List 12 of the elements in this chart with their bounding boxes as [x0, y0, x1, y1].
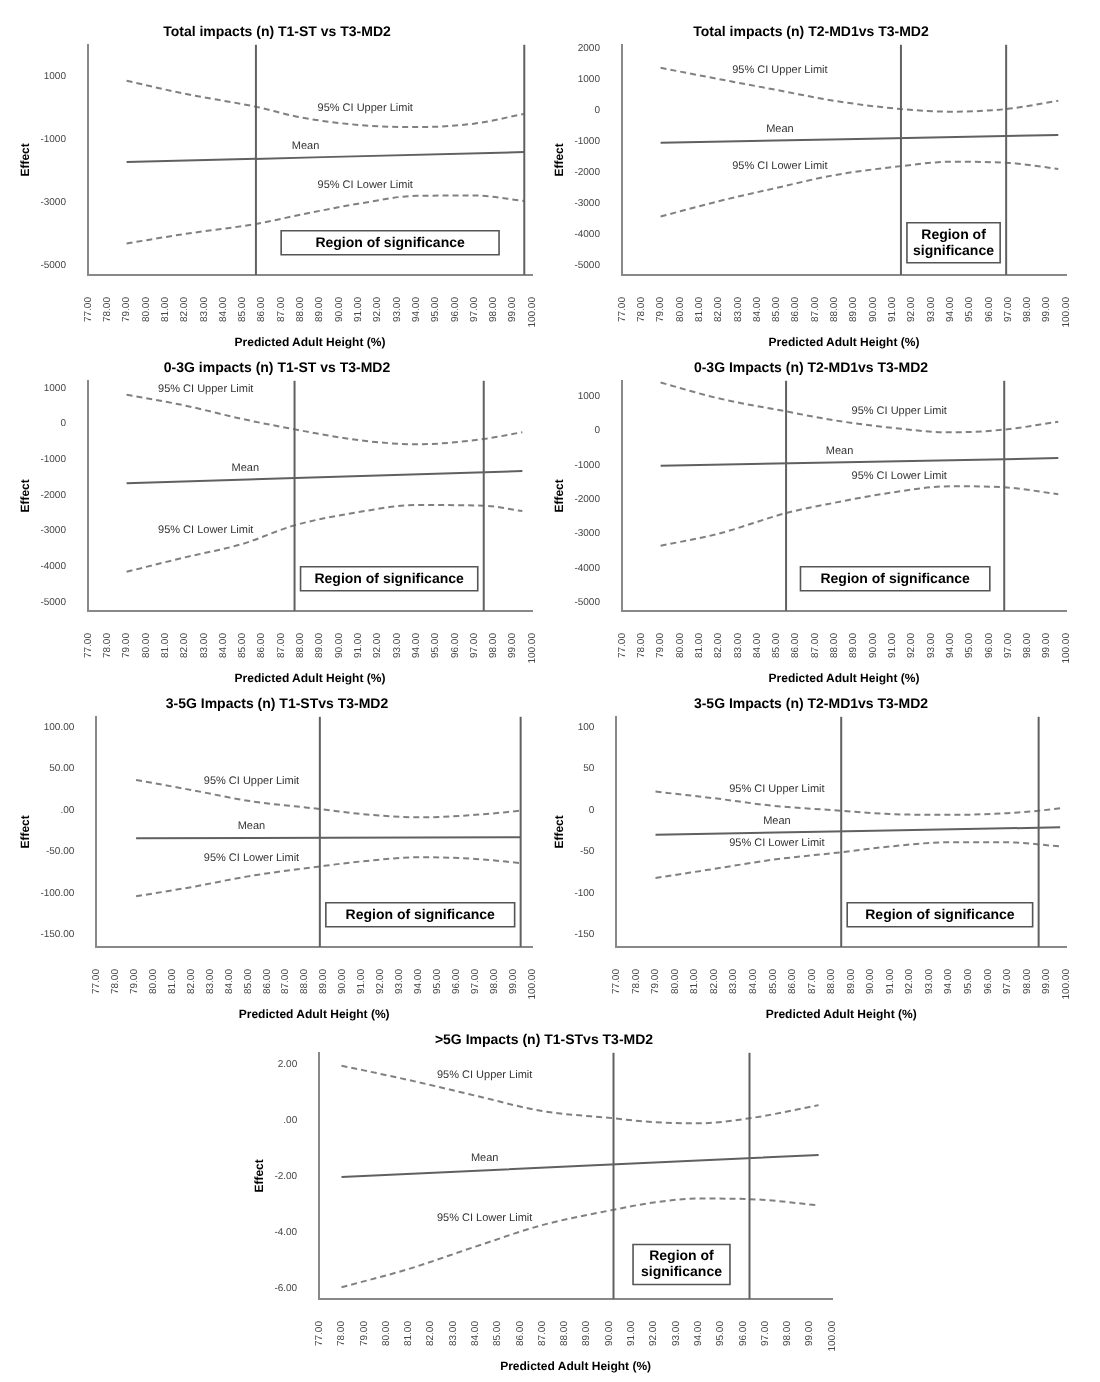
- line-series: [654, 841, 1062, 880]
- line-series: [125, 504, 524, 573]
- line-series: [659, 160, 1060, 218]
- line-series: [135, 778, 522, 819]
- line-series: [340, 1064, 820, 1125]
- line-series: [125, 393, 524, 446]
- line-series: [135, 856, 522, 898]
- line-series: [659, 485, 1060, 547]
- line-series: [659, 381, 1060, 434]
- line-series: [340, 1197, 820, 1289]
- line-series: [125, 79, 526, 129]
- line-series: [659, 66, 1060, 113]
